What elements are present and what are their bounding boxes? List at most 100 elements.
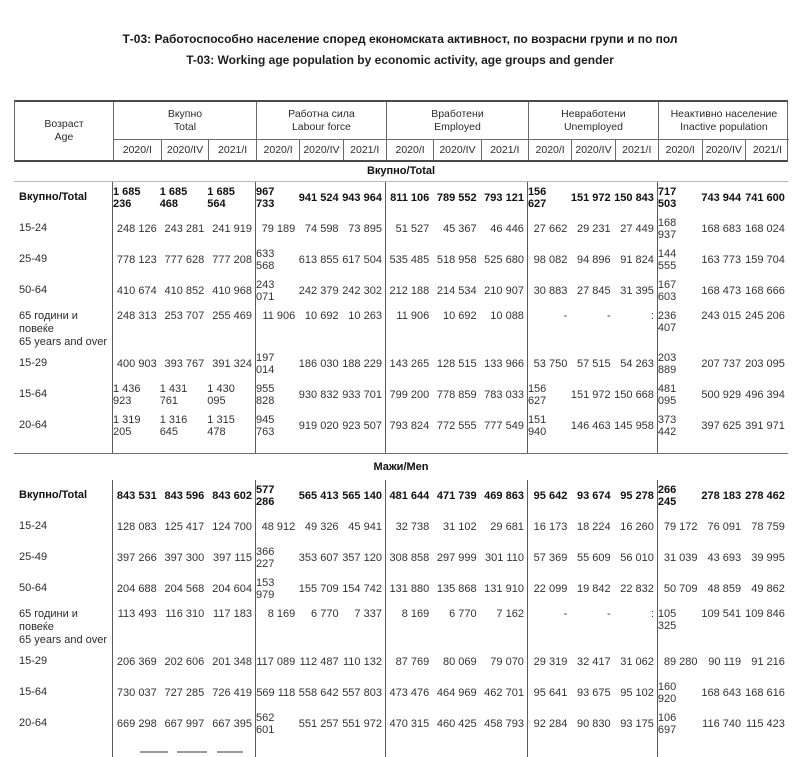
table-row: 50-64 410 674 410 852 410 968 243 071 242 379… [14, 275, 788, 306]
row-label-line: 25-49 [19, 253, 48, 265]
cell: 79 189 [254, 213, 298, 244]
cell: 19 842 [576, 582, 611, 595]
cell: 51 527 [384, 213, 432, 244]
spacer-cell [254, 739, 298, 757]
row-label-line: 50-64 [19, 284, 48, 296]
cell: 11 906 [384, 306, 432, 349]
table-row: 20-64 669 298 667 997 667 395 562 601 551 257… [14, 708, 788, 739]
spacer-cell [432, 441, 479, 453]
group-header-en: Employed [434, 120, 481, 133]
period-header: 2020/I [657, 140, 702, 160]
section-band: Мажи/Men [373, 461, 429, 473]
cell: 7 162 [496, 608, 524, 620]
cell: 391 324 [212, 357, 252, 370]
cell: 535 485 [384, 244, 432, 275]
cell: 799 200 [384, 379, 432, 410]
cell: 236 407 [656, 306, 701, 349]
cell: 78 759 [751, 520, 785, 533]
spacer-cell [298, 739, 341, 757]
cell: 95 641 [526, 677, 570, 708]
cell: 87 769 [384, 646, 432, 677]
row-label: 50-64 [14, 275, 112, 306]
row-label: 15-24 [14, 213, 112, 244]
table-row: 15-24 128 083 125 417 124 700 48 912 49 326 45… [14, 511, 788, 542]
cell: 397 625 [701, 419, 742, 432]
cell: 204 604 [212, 582, 252, 595]
cell: 95 642 [526, 480, 570, 511]
row-label: 50-64 [14, 573, 112, 604]
cell: 843 602 [212, 489, 252, 502]
row-label-line: 20-64 [19, 419, 48, 431]
cell: 458 793 [484, 717, 524, 730]
cell: 131 880 [384, 573, 432, 604]
spacer-cell [384, 441, 432, 453]
cell: 125 417 [164, 520, 205, 533]
row-label: 15-29 [14, 348, 112, 379]
cell: 206 369 [112, 646, 160, 677]
row-label: 65 години и повеќе 65 years and over [14, 604, 112, 647]
spacer-cell [526, 739, 570, 757]
cell: 112 487 [299, 655, 339, 668]
cell: 481 095 [656, 379, 701, 410]
period-header: 2020/IV [571, 140, 614, 160]
cell: 941 524 [298, 191, 339, 204]
cell: 79 070 [490, 655, 524, 668]
period-header: 2020/I [113, 140, 161, 160]
table-row: 20-64 1 319 205 1 316 645 1 315 478 945 763 9… [14, 410, 788, 441]
cell: : [650, 608, 654, 620]
cell: 373 442 [656, 410, 701, 441]
table-row: Вкупно/Total 1 685 236 1 685 468 1 685 564 9… [14, 182, 788, 213]
table-row: 15-29 206 369 202 606 201 348 117 089 112 487… [14, 646, 788, 677]
cell: 8 169 [384, 604, 432, 647]
cell: 565 413 [298, 489, 339, 502]
cell: 278 462 [745, 489, 785, 502]
group-header: Неактивно население Inactive population [657, 102, 789, 140]
cell: 27 845 [576, 284, 611, 297]
table-title-english: T-03: Working age population by economic… [186, 53, 614, 67]
cell: 617 504 [342, 253, 382, 266]
row-label-line: 15-64 [19, 388, 48, 400]
cell: 843 596 [164, 489, 205, 502]
spacer-cell [480, 441, 527, 453]
row-label-line: Вкупно/Total [19, 489, 88, 501]
cell: 186 030 [298, 357, 339, 370]
cell: 22 832 [620, 582, 654, 595]
group-header-mk: Вкупно [167, 107, 203, 120]
cell: 10 692 [304, 310, 339, 322]
cell: 278 183 [701, 489, 742, 502]
row-label: 25-49 [14, 244, 112, 275]
cell: 214 534 [436, 284, 477, 297]
cell: 551 257 [298, 717, 339, 730]
spacer-row [14, 441, 788, 453]
row-label: 65 години и повеќе 65 years and over [14, 306, 112, 349]
spacer-cell [207, 441, 255, 453]
cell: 562 601 [254, 708, 298, 739]
cell: 933 701 [342, 388, 382, 401]
cell: 106 697 [656, 708, 701, 739]
cell: 667 997 [164, 717, 205, 730]
cell: 391 971 [745, 419, 785, 432]
cell: 32 417 [576, 655, 611, 668]
table-header: Возраст Age Вкупно Total Работна сила Labou… [14, 100, 789, 162]
cell: 50 709 [656, 573, 701, 604]
cell: 943 964 [342, 191, 382, 204]
cell: 558 642 [298, 686, 339, 699]
cell: 31 102 [442, 520, 477, 533]
statistics-table: Возраст Age Вкупно Total Работна сила Labou… [14, 100, 789, 757]
cell: 117 183 [213, 608, 252, 620]
cell: 726 419 [212, 686, 252, 699]
cell: 113 493 [112, 604, 160, 647]
cell: 53 750 [526, 348, 570, 379]
spacer-cell [526, 441, 570, 453]
row-label-line: 65 години и повеќе [19, 310, 78, 335]
cell: 128 083 [112, 511, 160, 542]
table-row: 15-64 730 037 727 285 726 419 569 118 558 642… [14, 677, 788, 708]
cell: 778 859 [436, 388, 477, 401]
cell: 91 216 [751, 655, 785, 668]
cell: 93 674 [576, 489, 611, 502]
cell: 153 979 [254, 573, 298, 604]
cell: 49 862 [751, 582, 785, 595]
cell: 93 675 [576, 686, 611, 699]
cell: 945 763 [254, 410, 298, 441]
group-header: Вработени Employed [385, 102, 528, 140]
